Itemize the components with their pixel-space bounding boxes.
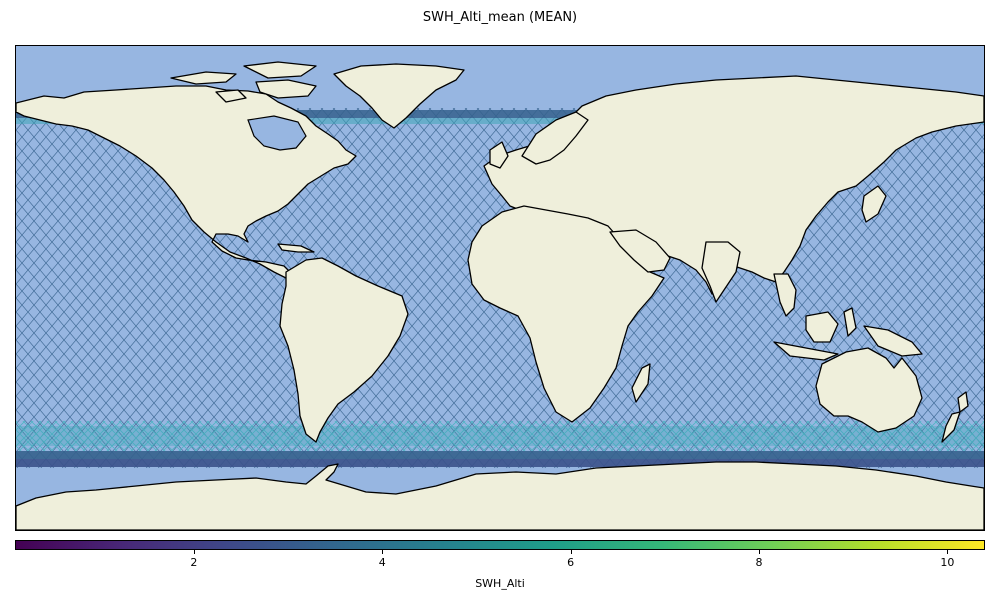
landmass-scandinavia [521,111,589,165]
landmass-uk [489,141,509,169]
track-band-north-inner [16,118,984,124]
world-map [16,46,984,530]
colorbar [15,540,985,550]
landmass-south-america [279,257,409,443]
colorbar-tick [947,550,949,554]
arctic-island [255,79,317,99]
colorbar-tick-label: 2 [190,556,198,569]
landmass-japan [861,185,887,223]
landmass-new-zealand [957,391,969,413]
colorbar-tick-label: 6 [567,556,575,569]
landmass-arabia [609,229,671,273]
landmass-antarctica [16,461,984,530]
track-band-south-edge [16,451,984,459]
hudson-bay [247,115,307,151]
colorbar-tick-label: 8 [755,556,763,569]
landmass-new-zealand-south [941,411,961,443]
figure-title: SWH_Alti_mean (MEAN) [422,10,578,25]
landmass-sulawesi [843,307,857,337]
map-panel [15,45,985,531]
landmass-india [701,241,741,303]
landmass-new-guinea [863,325,923,357]
landmass-cuba [277,243,315,253]
landmass-indochina [773,273,797,317]
colorbar-tick-label: 4 [378,556,386,569]
landmass-java [773,341,839,361]
landmass-greenland [333,63,465,129]
landmass-madagascar [631,363,651,403]
arctic-island [170,71,237,85]
track-band-south-outer [16,459,984,467]
colorbar-label: SWH_Alti [475,577,525,590]
colorbar-tick-label: 10 [940,556,955,569]
arctic-island [215,89,247,103]
colorbar-tick [570,550,572,554]
landmass-borneo [805,311,839,343]
landmass-africa [467,205,665,423]
colorbar-tick [382,550,384,554]
colorbar-ticks: 2 4 6 8 10 [15,550,985,580]
colorbar-tick [193,550,195,554]
landmass-australia [815,347,923,433]
arctic-island [243,61,317,79]
track-band-north-edge [16,110,984,118]
colorbar-tick [758,550,760,554]
track-band-southern-high [16,426,984,446]
track-band-southern-ocean [16,421,984,451]
